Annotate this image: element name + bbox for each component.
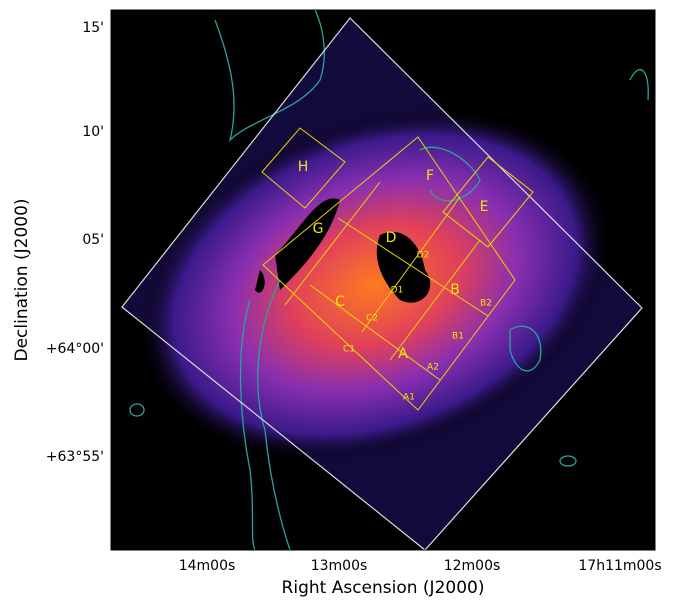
y-tick-label: 05' <box>82 232 104 248</box>
y-tick-label: +64°00' <box>46 341 104 357</box>
axis-ticks <box>111 10 655 550</box>
x-tick-label: 12m00s <box>444 558 501 574</box>
region-label: F <box>426 168 434 184</box>
region-label: D1 <box>391 286 404 296</box>
region-labels: H G F E D D2 D1 B B2 C C2 B1 C1 A A2 A1 <box>298 159 492 403</box>
region-label: D2 <box>417 251 430 261</box>
plot-frame <box>110 9 656 551</box>
contours <box>129 10 649 550</box>
region-label: A <box>398 346 408 362</box>
region-label: D <box>386 230 397 246</box>
region-label: B2 <box>480 299 492 309</box>
regions-outline <box>261 127 534 411</box>
x-axis-label: Right Ascension (J2000) <box>282 578 485 598</box>
region-label: B1 <box>452 332 464 342</box>
region-label: G <box>313 221 324 237</box>
y-tick-label: +63°55' <box>46 449 104 465</box>
region-label: H <box>298 159 309 175</box>
y-tick-labels: 15' 10' 05' +64°00' +63°55' <box>46 20 104 465</box>
region-label: A1 <box>403 393 415 403</box>
x-tick-label: 13m00s <box>311 558 368 574</box>
x-tick-labels: 14m00s 13m00s 12m00s 17h11m00s <box>179 558 662 574</box>
y-tick-label: 10' <box>82 124 104 140</box>
xray-image <box>122 10 649 550</box>
x-tick-label: 14m00s <box>179 558 236 574</box>
region-label: C1 <box>343 345 355 355</box>
x-tick-label: 17h11m00s <box>578 558 661 574</box>
y-tick-label: 15' <box>82 20 104 36</box>
region-label: B <box>450 282 460 298</box>
region-label: E <box>480 199 489 215</box>
y-axis-label: Declination (J2000) <box>12 198 32 361</box>
region-label: C2 <box>366 314 378 324</box>
region-label: C <box>335 294 345 310</box>
region-label: A2 <box>427 363 439 373</box>
